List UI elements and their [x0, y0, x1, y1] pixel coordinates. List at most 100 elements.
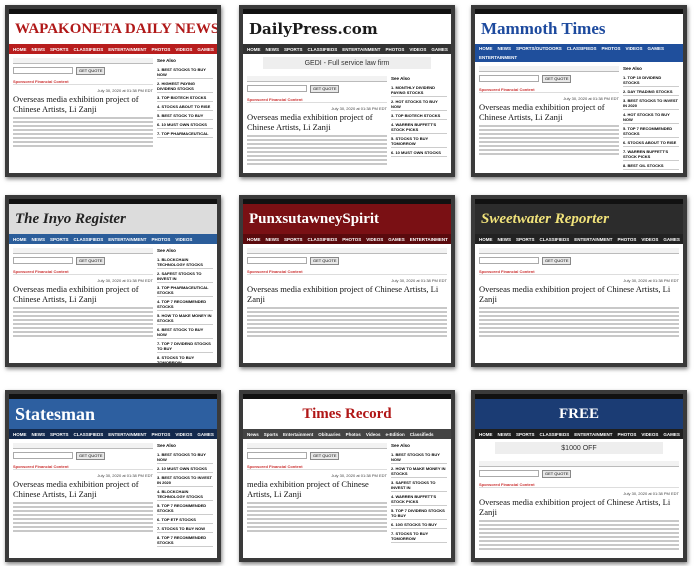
search-input[interactable] — [13, 67, 73, 74]
sidebar-link[interactable]: 4. WARREN BUFFETT'S STOCK PICKS — [391, 492, 447, 506]
nav-item[interactable]: VIDEOS — [366, 236, 384, 242]
nav-item[interactable]: CLASSIFIEDS — [73, 46, 104, 52]
get-quote-button[interactable]: GET QUOTE — [76, 67, 106, 75]
nav-item[interactable]: HOME — [247, 236, 261, 242]
nav-item[interactable]: VIDEOS — [175, 236, 193, 242]
nav-item[interactable]: e-Edition — [385, 431, 405, 437]
sidebar-link[interactable]: 3. TOP PHARMACEUTICAL STOCKS — [157, 283, 213, 297]
search-input[interactable] — [479, 257, 539, 264]
nav-item[interactable]: CLASSIFIEDS — [539, 236, 570, 242]
sidebar-link[interactable]: 2. 10 MUST OWN STOCKS — [157, 464, 213, 473]
nav-item[interactable]: SPORTS — [50, 236, 69, 242]
nav-item[interactable]: VIDEOS — [175, 46, 193, 52]
nav-item[interactable]: CLASSIFIEDS — [73, 431, 104, 437]
nav-item[interactable]: Entertainment — [283, 431, 314, 437]
sidebar-link[interactable]: 4. HOT STOCKS TO BUY NOW — [623, 110, 679, 124]
nav-item[interactable]: Photos — [345, 431, 361, 437]
sidebar-link[interactable]: 3. TOP BIOTECH STOCKS — [157, 93, 213, 102]
sidebar-link[interactable]: 6. 10 MUST OWN STOCKS — [391, 148, 447, 157]
nav-item[interactable]: GAMES — [663, 236, 680, 242]
sidebar-link[interactable]: 1. MONTHLY DIVIDEND PAYING STOCKS — [391, 83, 447, 97]
get-quote-button[interactable]: GET QUOTE — [310, 452, 340, 460]
sidebar-link[interactable]: 6. 10G STOCKS TO BUY — [391, 520, 447, 529]
nav-item[interactable]: PHOTOS — [342, 236, 362, 242]
sidebar-link[interactable]: 8. TOP 7 RECOMMENDED STOCKS — [157, 533, 213, 547]
nav-item[interactable]: NEWS — [265, 236, 280, 242]
nav-item[interactable]: CLASSIFIEDS — [566, 46, 597, 51]
nav-item[interactable]: News — [247, 431, 259, 437]
sidebar-link[interactable]: 3. TOP BIOTECH STOCKS — [391, 111, 447, 120]
nav-item[interactable]: ENTERTAINMENT — [574, 431, 613, 437]
search-input[interactable] — [479, 470, 539, 477]
sidebar-link[interactable]: 1. BEST STOCKS TO BUY NOW — [157, 450, 213, 464]
sidebar-link[interactable]: 1. BEST STOCKS TO BUY NOW — [157, 65, 213, 79]
nav-item[interactable]: NEWS — [31, 236, 46, 242]
nav-item[interactable]: VIDEOS — [409, 46, 427, 52]
nav-item[interactable]: SPORTS — [516, 431, 535, 437]
nav-item[interactable]: HOME — [479, 46, 493, 51]
nav-item[interactable]: ENTERTAINMENT — [342, 46, 381, 52]
sidebar-link[interactable]: 6. BEST STOCK TO BUY NOW — [157, 325, 213, 339]
nav-item[interactable]: NEWS — [31, 46, 46, 52]
sidebar-link[interactable]: 5. TOP 7 RECOMMENDED STOCKS — [623, 124, 679, 138]
sidebar-link[interactable]: 7. TOP 7 DIVIDEND STOCKS TO BUY — [157, 339, 213, 353]
nav-item[interactable]: GAMES — [197, 431, 214, 437]
get-quote-button[interactable]: GET QUOTE — [76, 257, 106, 265]
sidebar-link[interactable]: 6. 10 MUST OWN STOCKS — [157, 120, 213, 129]
sidebar-link[interactable]: 6. STOCKS ABOUT TO RISE — [623, 138, 679, 147]
sidebar-link[interactable]: 5. STOCKS TO BUY TOMORROW — [391, 134, 447, 148]
search-input[interactable] — [13, 452, 73, 459]
nav-item[interactable]: ENTERTAINMENT — [479, 55, 518, 60]
nav-item[interactable]: Classifieds — [409, 431, 434, 437]
nav-item[interactable]: SPORTS — [284, 46, 303, 52]
nav-item[interactable]: ENTERTAINMENT — [108, 46, 147, 52]
get-quote-button[interactable]: GET QUOTE — [542, 257, 572, 265]
nav-item[interactable]: PHOTOS — [601, 46, 621, 51]
nav-item[interactable]: PHOTOS — [617, 431, 637, 437]
nav-item[interactable]: GAMES — [431, 46, 448, 52]
sidebar-link[interactable]: 5. BEST STOCK TO BUY — [157, 111, 213, 120]
nav-item[interactable]: HOME — [13, 431, 27, 437]
nav-item[interactable]: CLASSIFIEDS — [307, 236, 338, 242]
nav-item[interactable]: HOME — [13, 46, 27, 52]
nav-item[interactable]: VIDEOS — [625, 46, 643, 51]
sidebar-link[interactable]: 2. HIGHEST PAYING DIVIDEND STOCKS — [157, 79, 213, 93]
nav-item[interactable]: NEWS — [497, 431, 512, 437]
sidebar-link[interactable]: 2. SAFEST STOCKS TO INVEST IN — [157, 269, 213, 283]
sidebar-link[interactable]: 7. TOP PHARMACEUTICAL — [157, 129, 213, 138]
sidebar-link[interactable]: 4. TOP 7 RECOMMENDED STOCKS — [157, 297, 213, 311]
get-quote-button[interactable]: GET QUOTE — [542, 75, 572, 83]
nav-item[interactable]: SPORTS/OUTDOORS — [516, 46, 562, 51]
nav-item[interactable]: VIDEOS — [641, 431, 659, 437]
nav-item[interactable]: ENTERTAINMENT — [409, 236, 448, 242]
sidebar-link[interactable]: 5. HOW TO MAKE MONEY IN STOCKS — [157, 311, 213, 325]
sidebar-link[interactable]: 3. BEST STOCKS TO INVEST IN 2020 — [157, 473, 213, 487]
nav-item[interactable]: NEWS — [497, 236, 512, 242]
nav-item[interactable]: NEWS — [265, 46, 280, 52]
sidebar-link[interactable]: 4. STOCKS ABOUT TO RISE — [157, 102, 213, 111]
nav-item[interactable]: VIDEOS — [641, 236, 659, 242]
nav-item[interactable]: SPORTS — [50, 431, 69, 437]
nav-item[interactable]: SPORTS — [284, 236, 303, 242]
get-quote-button[interactable]: GET QUOTE — [310, 85, 340, 93]
nav-item[interactable]: ENTERTAINMENT — [108, 236, 147, 242]
nav-item[interactable]: PHOTOS — [617, 236, 637, 242]
sidebar-link[interactable]: 3. SAFEST STOCKS TO INVEST IN — [391, 478, 447, 492]
nav-item[interactable]: NEWS — [497, 46, 512, 51]
sidebar-link[interactable]: 7. STOCKS TO BUY NOW — [157, 524, 213, 533]
search-input[interactable] — [247, 257, 307, 264]
nav-item[interactable]: Obituaries — [318, 431, 341, 437]
nav-item[interactable]: PHOTOS — [151, 46, 171, 52]
sidebar-link[interactable]: 7. WARREN BUFFETT'S STOCK PICKS — [623, 147, 679, 161]
nav-item[interactable]: CLASSIFIEDS — [307, 46, 338, 52]
nav-item[interactable]: PHOTOS — [385, 46, 405, 52]
sidebar-link[interactable]: 5. TOP 7 RECOMMENDED STOCKS — [157, 501, 213, 515]
nav-item[interactable]: CLASSIFIEDS — [539, 431, 570, 437]
nav-item[interactable]: CLASSIFIEDS — [73, 236, 104, 242]
sidebar-link[interactable]: 3. BEST STOCKS TO INVEST IN 2020 — [623, 96, 679, 110]
nav-item[interactable]: GAMES — [663, 431, 680, 437]
nav-item[interactable]: PHOTOS — [151, 431, 171, 437]
nav-item[interactable]: HOME — [479, 236, 493, 242]
nav-item[interactable]: HOME — [247, 46, 261, 52]
nav-item[interactable]: Videos — [365, 431, 381, 437]
